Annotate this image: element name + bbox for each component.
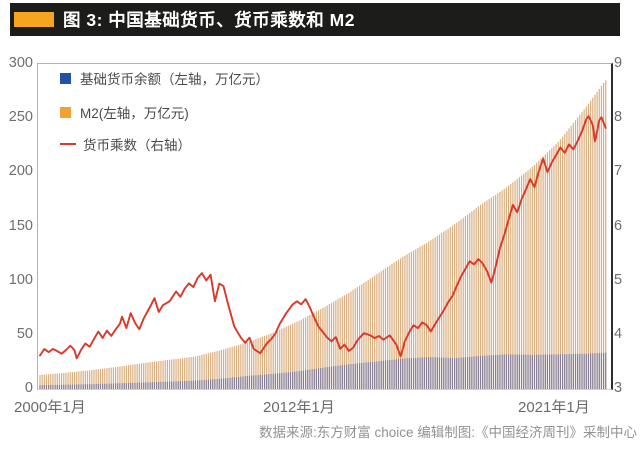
chart-title-bar: 图 3: 中国基础货币、货币乘数和 M2 — [10, 3, 620, 36]
left-axis-tick-label: 0 — [24, 380, 33, 396]
plot-area: 基础货币余额（左轴，万亿元） M2(左轴，万亿元) 货币乘数（右轴） — [37, 63, 613, 390]
base-money-swatch-icon — [60, 72, 71, 84]
left-axis-tick-label: 150 — [8, 217, 33, 234]
legend-item-m2: M2(左轴，万亿元) — [60, 102, 269, 122]
right-axis-tick-label: 5 — [614, 271, 623, 288]
right-axis-tick-label: 8 — [614, 109, 623, 126]
right-axis-tick-label: 3 — [614, 380, 623, 396]
left-axis-tick-label: 200 — [8, 163, 33, 180]
x-axis-label-2012: 2012年1月 — [263, 399, 335, 416]
legend-item-multiplier: 货币乘数（右轴） — [60, 134, 269, 154]
x-axis-label-2021: 2021年1月 — [518, 399, 590, 416]
right-axis: 3 4 5 6 7 8 9 — [614, 0, 640, 450]
legend-label: 货币乘数（右轴） — [83, 138, 191, 153]
right-axis-tick-label: 4 — [614, 325, 623, 342]
right-axis-tick-label: 6 — [614, 217, 623, 234]
left-axis-tick-label: 250 — [8, 109, 33, 126]
left-axis: 0 50 100 150 200 250 300 — [0, 0, 33, 450]
title-accent-swatch — [14, 12, 54, 27]
m2-swatch-icon — [60, 106, 71, 118]
legend-item-base-money: 基础货币余额（左轴，万亿元） — [60, 68, 269, 88]
right-axis-tick-label: 7 — [614, 163, 623, 180]
left-axis-tick-label: 100 — [8, 271, 33, 288]
left-axis-tick-label: 50 — [16, 325, 33, 342]
chart-legend: 基础货币余额（左轴，万亿元） M2(左轴，万亿元) 货币乘数（右轴） — [60, 68, 269, 168]
source-caption: 数据来源:东方财富 choice 编辑制图:《中国经济周刊》采制中心 — [258, 425, 637, 440]
legend-label: M2(左轴，万亿元) — [80, 106, 189, 121]
multiplier-line-swatch-icon — [60, 143, 76, 145]
x-axis-label-2000: 2000年1月 — [14, 399, 86, 416]
chart-canvas — [39, 80, 607, 389]
legend-label: 基础货币余额（左轴，万亿元） — [80, 72, 269, 87]
right-axis-tick-label: 9 — [614, 55, 623, 71]
left-axis-tick-label: 300 — [8, 55, 33, 71]
chart-title: 图 3: 中国基础货币、货币乘数和 M2 — [63, 10, 355, 30]
